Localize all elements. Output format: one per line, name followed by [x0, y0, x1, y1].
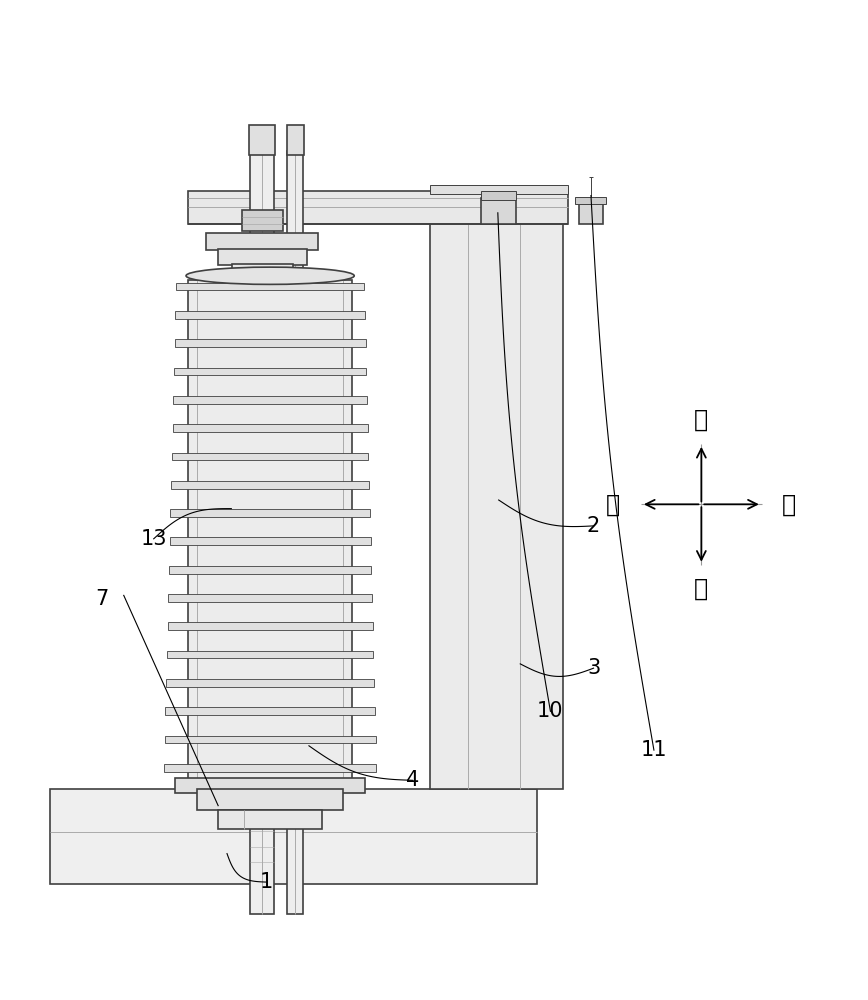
Bar — [241, 210, 283, 231]
Bar — [170, 509, 370, 517]
Bar — [168, 594, 372, 602]
Bar — [482, 191, 516, 200]
Bar — [174, 339, 365, 347]
Bar — [169, 566, 372, 574]
Text: 2: 2 — [587, 516, 600, 536]
Bar — [171, 481, 369, 489]
Bar — [175, 311, 365, 319]
Bar — [166, 679, 374, 687]
Bar — [173, 424, 368, 432]
Bar — [168, 622, 372, 630]
Bar — [207, 233, 319, 250]
Text: 13: 13 — [141, 529, 167, 549]
Bar — [246, 621, 279, 640]
Text: 上: 上 — [694, 408, 708, 432]
Bar — [50, 789, 537, 884]
Bar — [287, 151, 303, 914]
Text: 前: 前 — [607, 492, 621, 516]
Bar — [166, 707, 375, 715]
Bar — [250, 151, 274, 914]
Bar — [188, 280, 352, 780]
Bar — [167, 651, 373, 658]
Bar — [430, 185, 568, 194]
Bar — [165, 736, 376, 743]
Bar — [175, 778, 365, 793]
Text: 7: 7 — [95, 589, 108, 609]
Bar — [172, 453, 368, 460]
Bar — [176, 283, 365, 290]
Bar — [164, 764, 376, 772]
Text: 后: 后 — [782, 492, 796, 516]
Bar — [575, 197, 607, 204]
Bar — [170, 537, 371, 545]
Text: 10: 10 — [537, 701, 563, 721]
Bar — [430, 207, 563, 789]
Bar — [232, 264, 293, 278]
Bar — [218, 249, 307, 265]
Bar — [579, 202, 603, 224]
Text: 4: 4 — [406, 770, 419, 790]
Bar — [286, 125, 304, 155]
Text: 1: 1 — [260, 872, 273, 892]
Bar — [197, 789, 344, 810]
Bar — [482, 198, 516, 224]
Bar — [188, 191, 568, 224]
Bar — [174, 368, 366, 375]
Bar — [174, 396, 367, 404]
Text: 11: 11 — [641, 740, 667, 760]
Bar — [219, 810, 322, 829]
Bar — [249, 125, 275, 155]
Text: 下: 下 — [694, 577, 708, 601]
Ellipse shape — [186, 267, 354, 284]
Text: 3: 3 — [587, 658, 600, 678]
